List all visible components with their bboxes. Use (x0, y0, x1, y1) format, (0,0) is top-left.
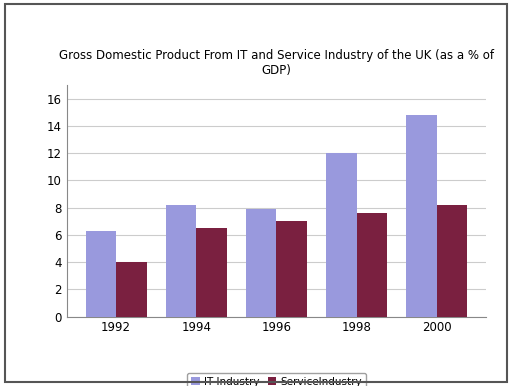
Title: Gross Domestic Product From IT and Service Industry of the UK (as a % of
GDP): Gross Domestic Product From IT and Servi… (59, 49, 494, 77)
Bar (276, 221, 307, 317)
Bar (437, 205, 467, 317)
Bar (246, 209, 276, 317)
Bar (326, 153, 357, 317)
Bar (357, 213, 387, 317)
Legend: IT Industry, ServiceIndustry: IT Industry, ServiceIndustry (187, 372, 366, 386)
Bar (86, 231, 116, 317)
Bar (196, 228, 227, 317)
Bar (116, 262, 146, 317)
Bar (407, 115, 437, 317)
Bar (166, 205, 196, 317)
